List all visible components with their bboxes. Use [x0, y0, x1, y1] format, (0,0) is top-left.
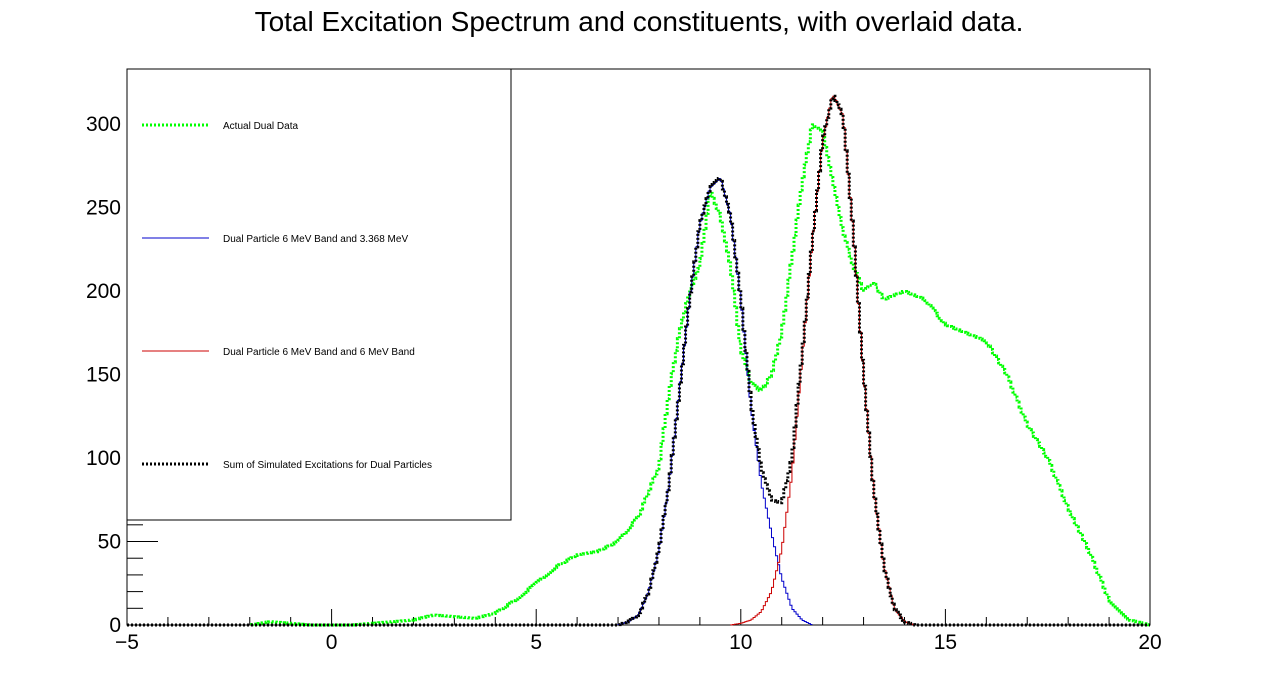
series-line-3: [127, 94, 1150, 627]
legend-label: Dual Particle 6 MeV Band and 3.368 MeV: [223, 234, 408, 245]
x-tick-label: 0: [326, 631, 338, 654]
x-tick-label: 20: [1138, 631, 1161, 654]
chart-title: Total Excitation Spectrum and constituen…: [254, 6, 1024, 37]
legend: Actual Dual Data Dual Particle 6 MeV Band…: [126, 68, 512, 521]
y-tick-label: 100: [86, 447, 121, 470]
legend-label: Actual Dual Data: [223, 121, 298, 132]
x-tick-label: 5: [530, 631, 542, 654]
y-tick-label: 50: [98, 531, 121, 554]
legend-label: Sum of Simulated Excitations for Dual Pa…: [223, 460, 432, 471]
series-line-1: [617, 178, 813, 626]
legend-box: [126, 68, 512, 521]
legend-label: Dual Particle 6 MeV Band and 6 MeV Band: [223, 347, 415, 358]
series-layer: [127, 94, 1150, 627]
y-tick-label: 250: [86, 197, 121, 220]
y-tick-label: 150: [86, 364, 121, 387]
x-tick-label: 15: [934, 631, 957, 654]
y-tick-label: 200: [86, 280, 121, 303]
y-tick-label: 300: [86, 113, 121, 136]
y-tick-label: 0: [109, 614, 121, 637]
x-tick-label: 10: [729, 631, 752, 654]
series-line-2: [730, 95, 915, 626]
x-tick-label: −5: [115, 631, 139, 654]
